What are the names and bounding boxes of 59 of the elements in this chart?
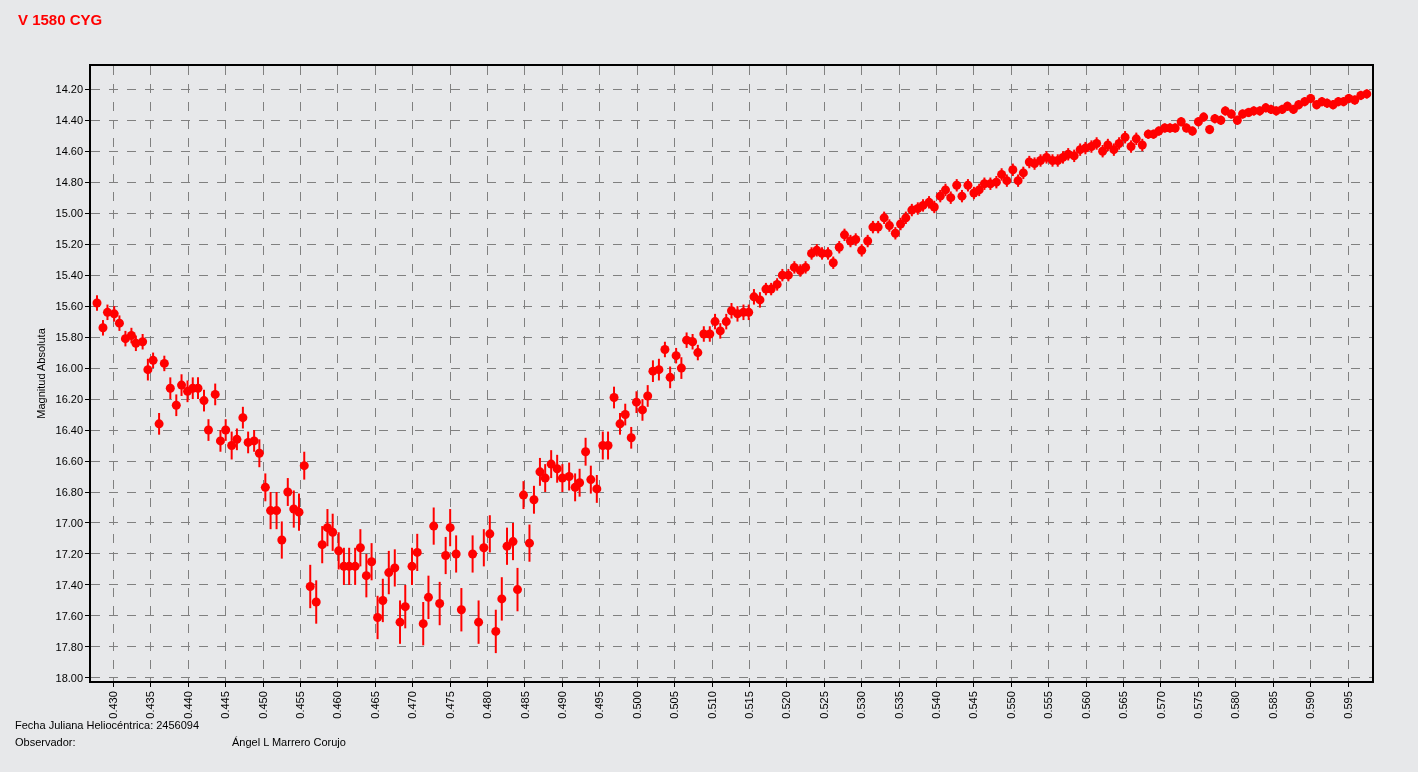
x-tick-label: 0.565 (1117, 691, 1130, 719)
x-tick-label: 0.510 (705, 691, 718, 719)
y-tick-label: 14.20 (55, 83, 84, 96)
x-tick-label: 0.435 (144, 691, 157, 719)
y-tick-label: 14.80 (55, 176, 84, 189)
y-tick-label: 17.80 (55, 640, 84, 653)
y-tick-label: 14.40 (55, 114, 84, 127)
y-tick-label: 15.80 (55, 330, 84, 343)
x-tick-label: 0.440 (181, 691, 194, 719)
x-tick-label: 0.555 (1042, 691, 1055, 719)
x-tick-label: 0.545 (967, 691, 980, 719)
x-tick-label: 0.455 (294, 691, 307, 719)
x-tick-label: 0.450 (256, 691, 269, 719)
y-tick-label: 15.60 (55, 299, 84, 312)
y-tick-label: 16.20 (55, 392, 84, 405)
x-tick-label: 0.550 (1004, 691, 1017, 719)
y-tick-label: 15.20 (55, 238, 84, 250)
x-tick-label: 0.580 (1229, 691, 1242, 719)
y-axis-title: Magnitud Absoluta (34, 327, 47, 419)
y-tick-label: 18.00 (55, 671, 84, 684)
x-tick-label: 0.570 (1154, 691, 1167, 719)
x-tick-label: 0.560 (1079, 691, 1092, 719)
text: Observador: (15, 736, 76, 748)
x-tick-label: 0.590 (1304, 691, 1317, 719)
y-tick-label: 15.40 (55, 268, 84, 281)
x-tick-label: 0.505 (668, 691, 681, 719)
y-tick-label: 16.00 (55, 361, 84, 374)
x-tick-label: 0.595 (1341, 691, 1354, 719)
x-tick-label: 0.465 (368, 691, 381, 719)
x-tick-label: 0.460 (331, 691, 344, 719)
x-tick-label: 0.530 (855, 691, 868, 719)
x-tick-label: 0.575 (1191, 691, 1204, 719)
chart-title: V 1580 CYG (18, 11, 103, 29)
y-tick-label: 16.40 (55, 423, 84, 436)
x-tick-label: 0.515 (743, 691, 756, 719)
x-tick-label: 0.500 (630, 691, 643, 719)
y-tick-label: 16.80 (55, 485, 84, 498)
y-tick-label: 17.00 (55, 516, 84, 529)
x-tick-label: 0.470 (406, 691, 419, 719)
text: Ángel L Marrero Corujo (232, 736, 346, 748)
x-tick-label: 0.480 (481, 691, 494, 719)
x-tick-label: 0.535 (892, 691, 905, 719)
y-tick-label: 14.60 (55, 145, 84, 158)
x-tick-label: 0.585 (1266, 691, 1279, 719)
x-tick-label: 0.430 (107, 691, 120, 719)
x-tick-label: 0.490 (555, 691, 568, 719)
x-tick-label: 0.475 (443, 691, 456, 719)
y-tick-label: 17.40 (55, 578, 84, 591)
text: Fecha Juliana Heliocéntrica: 2456094 (15, 719, 200, 731)
x-tick-label: 0.520 (780, 691, 793, 719)
y-tick-label: 15.00 (55, 207, 84, 220)
x-tick-label: 0.525 (817, 691, 830, 719)
y-tick-label: 16.60 (55, 454, 84, 467)
x-tick-label: 0.445 (219, 691, 232, 719)
y-tick-label: 17.20 (55, 547, 84, 560)
y-tick-label: 17.60 (55, 609, 84, 622)
x-tick-label: 0.495 (593, 691, 606, 719)
x-tick-label: 0.540 (930, 691, 943, 719)
x-tick-label: 0.485 (518, 691, 531, 719)
